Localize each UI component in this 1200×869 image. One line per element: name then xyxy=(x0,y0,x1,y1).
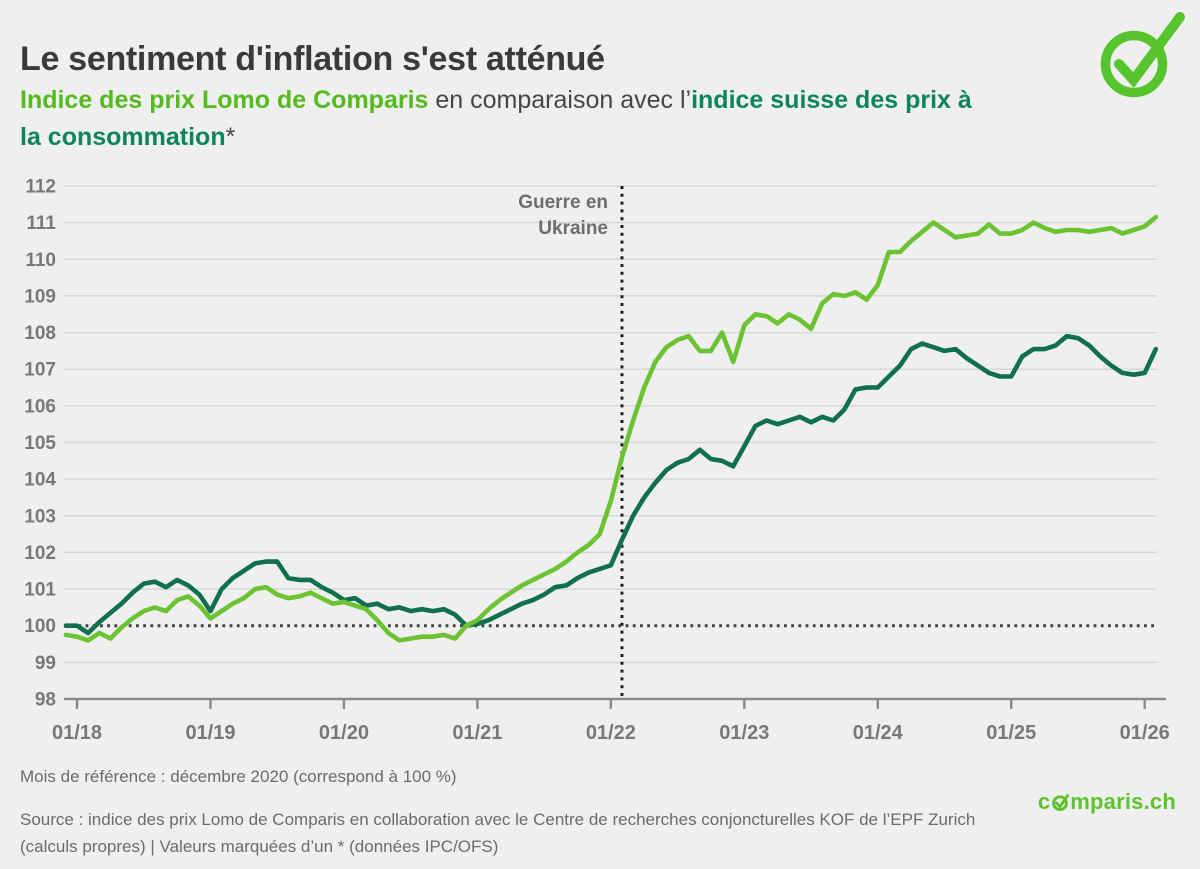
y-axis-label: 99 xyxy=(35,653,56,674)
comparis-check-circle-icon xyxy=(1100,12,1185,98)
y-axis-label: 103 xyxy=(24,506,56,527)
y-axis-label: 100 xyxy=(24,616,56,637)
x-axis-label: 01/23 xyxy=(719,722,769,744)
x-axis-label: 01/18 xyxy=(52,722,102,744)
logo-circle xyxy=(1100,30,1168,98)
x-axis-label: 01/19 xyxy=(185,722,235,744)
y-axis-label: 110 xyxy=(25,250,56,271)
y-axis-label: 111 xyxy=(26,213,56,234)
reference-month-note: Mois de référence : décembre 2020 (corre… xyxy=(20,767,457,786)
comparis-wordmark: c mparis.ch xyxy=(1038,789,1176,818)
y-axis-label: 106 xyxy=(24,396,56,417)
source-note-line1: Source : indice des prix Lomo de Compari… xyxy=(20,810,976,829)
y-axis-label: 107 xyxy=(24,360,56,381)
war-annotation-line2: Ukraine xyxy=(538,218,608,239)
y-axis-label: 105 xyxy=(24,433,56,454)
y-axis-label: 108 xyxy=(24,323,56,344)
lomo-series-line xyxy=(63,214,1159,643)
wordmark-suffix: mparis.ch xyxy=(1070,789,1176,814)
x-axis-label: 01/26 xyxy=(1120,722,1170,744)
y-axis-label: 102 xyxy=(24,543,56,564)
logo-check-mark xyxy=(1114,12,1185,88)
source-note-line2: (calculs propres) | Valeurs marquées d’u… xyxy=(20,837,499,856)
x-axis-label: 01/20 xyxy=(319,722,369,744)
comparis-check-circle-o-icon xyxy=(1051,792,1070,818)
war-annotation-line1: Guerre en xyxy=(518,192,608,213)
subtitle-lomo-series-label: Indice des prix Lomo de Comparis xyxy=(20,86,429,114)
ipc-series-line xyxy=(63,333,1159,636)
y-axis-label: 101 xyxy=(24,580,56,601)
y-axis-label: 104 xyxy=(24,470,56,491)
subtitle-connector-text: en comparaison avec l’ xyxy=(428,86,692,114)
y-axis-label: 109 xyxy=(24,286,56,307)
chart-subtitle: Indice des prix Lomo de Comparis en comp… xyxy=(20,82,1095,156)
source-note: Source : indice des prix Lomo de Compari… xyxy=(20,806,975,860)
x-axis-label: 01/24 xyxy=(853,722,904,744)
wordmark-prefix: c xyxy=(1037,789,1051,814)
x-axis-label: 01/21 xyxy=(452,722,502,744)
y-axis-label: 98 xyxy=(35,690,56,711)
subtitle-ipc-series-label-2: la consommation xyxy=(20,123,226,151)
x-axis-label: 01/25 xyxy=(986,722,1036,744)
page-title: Le sentiment d'inflation s'est atténué xyxy=(20,39,605,78)
x-axis-label: 01/22 xyxy=(586,722,636,744)
footnote-asterisk: * xyxy=(225,123,236,151)
war-annotation: Guerre en Ukraine xyxy=(518,190,608,242)
subtitle-ipc-series-label-1: indice suisse des prix à xyxy=(691,86,972,114)
y-axis-label: 112 xyxy=(25,177,56,198)
